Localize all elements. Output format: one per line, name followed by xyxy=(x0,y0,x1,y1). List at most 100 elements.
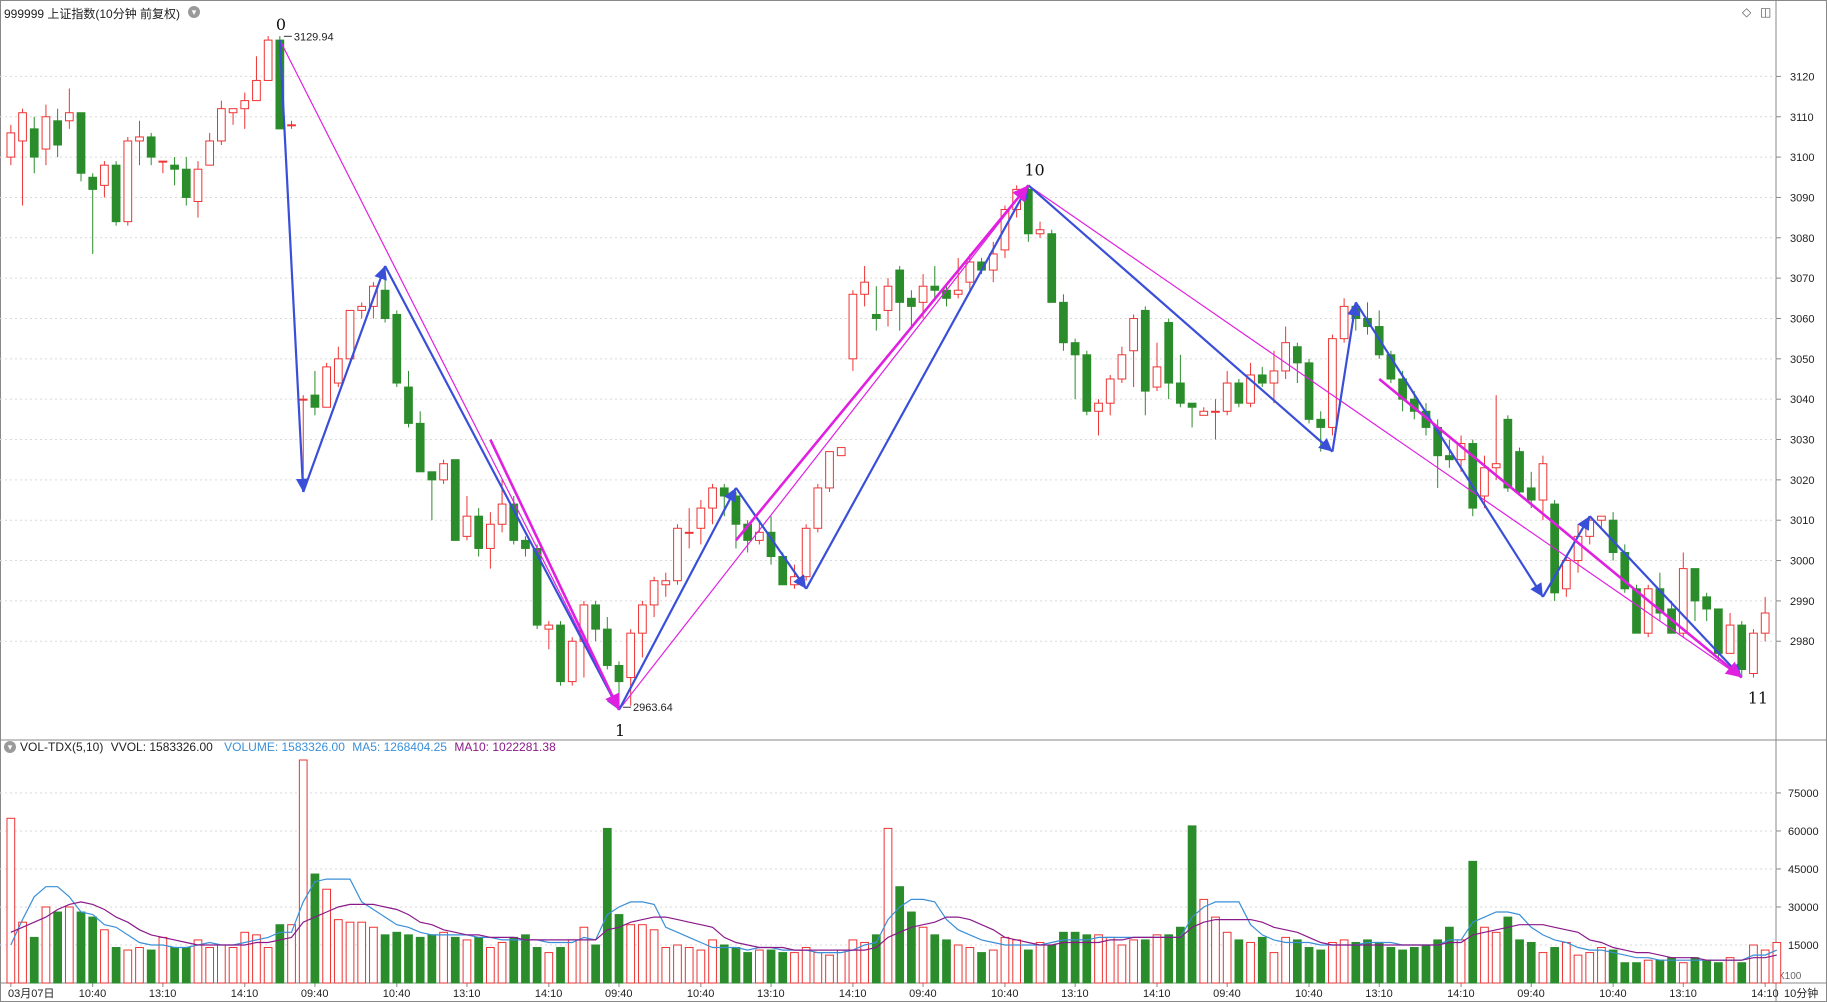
volume-bar xyxy=(170,947,179,984)
candle-body xyxy=(591,604,600,630)
volume-bar xyxy=(1538,952,1548,984)
candle-body xyxy=(1386,354,1396,380)
volume-bar xyxy=(240,931,250,984)
candle-body xyxy=(287,124,296,127)
ma10-value: MA10: 1022281.38 xyxy=(454,740,556,754)
volume-bar xyxy=(369,926,378,984)
volume-bar xyxy=(942,939,951,984)
window-icon[interactable]: ◫ xyxy=(1760,5,1772,19)
ma10-line xyxy=(10,901,1777,961)
time-tick-label: 09:40 xyxy=(605,988,633,1000)
candle-body xyxy=(649,580,659,606)
volume-menu-icon[interactable]: ▾ xyxy=(4,741,16,753)
volume-bar xyxy=(1632,962,1641,984)
candle-body xyxy=(1328,338,1337,428)
candle-body xyxy=(1269,370,1279,384)
candle-body xyxy=(439,463,448,481)
candle-body xyxy=(1632,588,1641,634)
candle-body xyxy=(205,140,215,166)
candle-body xyxy=(345,309,355,360)
volume-bar xyxy=(801,947,811,984)
volume-bar xyxy=(88,916,98,984)
volume-bar xyxy=(766,949,776,984)
volume-bar xyxy=(1374,941,1384,984)
time-tick-label: 14:10 xyxy=(231,988,259,1000)
candle-body xyxy=(567,640,577,683)
candle-body xyxy=(883,285,893,311)
volume-bar xyxy=(1152,934,1162,984)
segment-label: 0 xyxy=(276,15,286,34)
volume-bar xyxy=(111,947,121,984)
candle-body xyxy=(1094,402,1103,412)
time-tick-label: 13:10 xyxy=(453,988,481,1000)
time-tick-label: 10:40 xyxy=(1295,988,1323,1000)
volume-bar xyxy=(427,934,437,984)
candle-body xyxy=(1117,354,1127,380)
candle-body xyxy=(661,580,671,586)
candle-body xyxy=(1702,596,1712,610)
volume-bar xyxy=(638,924,647,984)
price-tick-label: 3100 xyxy=(1790,152,1814,164)
candle-body xyxy=(1503,418,1513,489)
candle-body xyxy=(509,503,519,541)
diamond-icon[interactable]: ◇ xyxy=(1742,5,1752,19)
volume-bar xyxy=(497,941,507,984)
stroke-line xyxy=(384,265,620,711)
volume-bar xyxy=(1281,936,1291,984)
volume-bar xyxy=(275,924,285,984)
candle-body xyxy=(1304,362,1314,420)
volume-bar xyxy=(64,906,74,984)
volume-bar xyxy=(485,947,495,984)
candle-body xyxy=(1047,233,1057,303)
candle-body xyxy=(1725,624,1735,654)
candle-body xyxy=(1678,568,1688,634)
segment-arrow xyxy=(734,184,1030,542)
ma5-line xyxy=(10,878,1778,961)
volume-bar xyxy=(1597,947,1606,984)
candle-body xyxy=(415,422,425,473)
volume-bar xyxy=(754,949,764,984)
volume-bar xyxy=(907,911,916,984)
candle-body xyxy=(638,604,647,634)
volume-bar xyxy=(1690,957,1700,984)
volume-bar xyxy=(661,947,671,984)
candle-body xyxy=(462,515,472,537)
time-tick-label: 14:10 xyxy=(839,988,867,1000)
volume-bar xyxy=(181,947,191,984)
candle-body xyxy=(392,313,402,384)
candle-body xyxy=(848,293,858,360)
volume-tick-label: 75000 xyxy=(1788,788,1819,800)
time-tick-label: 03月07日 xyxy=(8,988,54,1000)
stroke-line xyxy=(1588,515,1743,679)
chevron-down-icon[interactable]: ▾ xyxy=(188,6,200,18)
volume-bar xyxy=(146,949,156,984)
volume-bar xyxy=(673,944,682,984)
volume-bar xyxy=(404,934,413,984)
volume-bar xyxy=(135,947,144,984)
volume-bar xyxy=(1035,941,1045,984)
volume-bar xyxy=(965,947,975,984)
candle-body xyxy=(6,132,16,158)
volume-bar xyxy=(579,926,589,984)
volume-bar xyxy=(205,947,215,984)
price-tick-label: 3000 xyxy=(1790,556,1814,568)
volume-bar xyxy=(1257,936,1267,984)
volume-bar xyxy=(18,921,27,984)
volume-bar xyxy=(1643,959,1653,984)
volume-bar xyxy=(1363,939,1372,984)
volume-bar xyxy=(567,939,577,984)
candle-body xyxy=(41,116,51,150)
volume-bar xyxy=(1456,939,1466,984)
time-tick-label: 13:10 xyxy=(1061,988,1089,1000)
candle-body xyxy=(1445,455,1454,461)
price-extreme-label: 2963.64 xyxy=(633,702,673,714)
volume-bar xyxy=(1082,934,1092,984)
volume-bar xyxy=(1515,939,1524,984)
volume-bar xyxy=(988,949,998,984)
candle-body xyxy=(836,447,846,457)
candle-body xyxy=(953,289,963,295)
volume-bar xyxy=(333,919,343,984)
volume-bar xyxy=(626,924,636,984)
volume-bar xyxy=(310,873,320,984)
time-tick-label: 10:40 xyxy=(991,988,1019,1000)
